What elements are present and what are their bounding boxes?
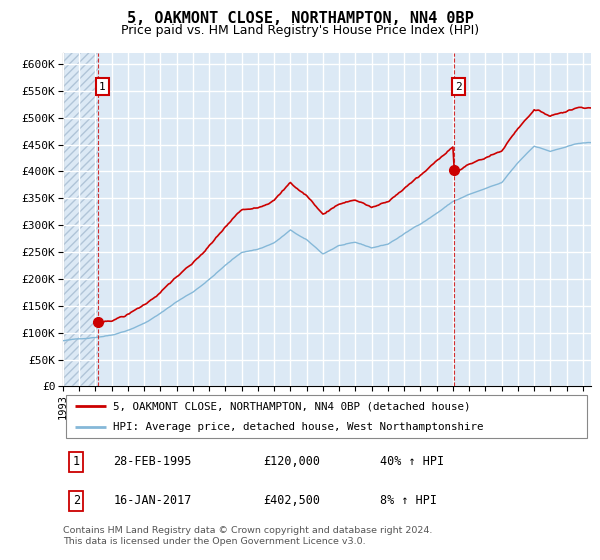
Text: Contains HM Land Registry data © Crown copyright and database right 2024.
This d: Contains HM Land Registry data © Crown c… (63, 526, 433, 546)
Text: 2: 2 (73, 494, 80, 507)
Text: 8% ↑ HPI: 8% ↑ HPI (380, 494, 437, 507)
Text: 1: 1 (73, 455, 80, 468)
Text: 5, OAKMONT CLOSE, NORTHAMPTON, NN4 0BP (detached house): 5, OAKMONT CLOSE, NORTHAMPTON, NN4 0BP (… (113, 401, 470, 411)
Text: £120,000: £120,000 (263, 455, 320, 468)
Text: Price paid vs. HM Land Registry's House Price Index (HPI): Price paid vs. HM Land Registry's House … (121, 24, 479, 36)
Text: 40% ↑ HPI: 40% ↑ HPI (380, 455, 444, 468)
Bar (63, 53, 98, 386)
Text: 16-JAN-2017: 16-JAN-2017 (113, 494, 191, 507)
Text: HPI: Average price, detached house, West Northamptonshire: HPI: Average price, detached house, West… (113, 422, 484, 432)
Text: 5, OAKMONT CLOSE, NORTHAMPTON, NN4 0BP: 5, OAKMONT CLOSE, NORTHAMPTON, NN4 0BP (127, 11, 473, 26)
Text: £402,500: £402,500 (263, 494, 320, 507)
Text: 28-FEB-1995: 28-FEB-1995 (113, 455, 191, 468)
FancyBboxPatch shape (65, 395, 587, 438)
Text: 1: 1 (99, 82, 106, 91)
Text: 2: 2 (455, 82, 462, 91)
